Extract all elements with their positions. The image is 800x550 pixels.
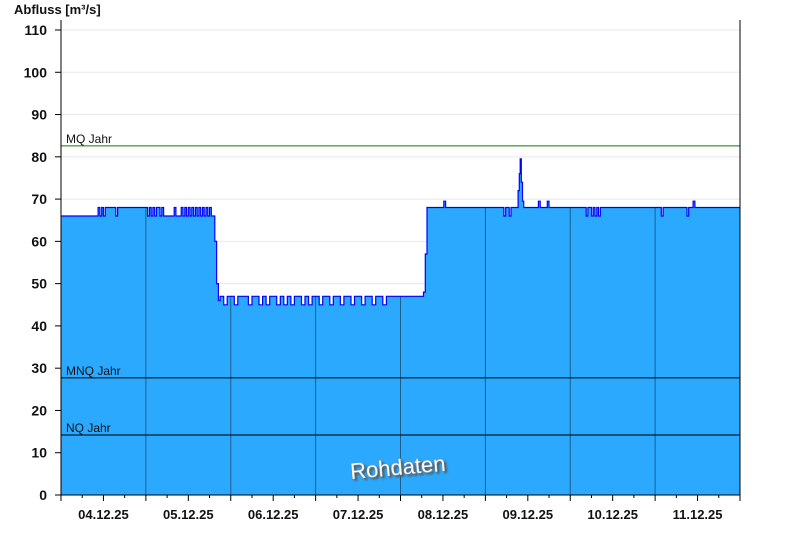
reference-line-label: MQ Jahr [66, 132, 112, 146]
x-tick-label: 10.12.25 [587, 507, 638, 522]
x-tick-label: 09.12.25 [503, 507, 554, 522]
x-tick-label: 04.12.25 [78, 507, 129, 522]
y-tick-label: 0 [39, 487, 47, 503]
y-tick-label: 100 [24, 64, 48, 80]
y-tick-label: 60 [31, 233, 47, 249]
reference-line-label: NQ Jahr [66, 421, 111, 435]
x-tick-label: 05.12.25 [163, 507, 214, 522]
x-tick-label: 08.12.25 [418, 507, 469, 522]
discharge-line [61, 158, 740, 306]
y-tick-label: 110 [24, 22, 47, 38]
y-tick-label: 70 [31, 191, 47, 207]
y-tick-label: 80 [31, 149, 47, 165]
y-tick-label: 10 [31, 445, 47, 461]
y-axis-label: Abfluss [m³/s] [14, 2, 101, 17]
y-tick-label: 50 [31, 276, 47, 292]
x-tick-label: 07.12.25 [333, 507, 384, 522]
reference-line-label: MNQ Jahr [66, 364, 121, 378]
y-tick-label: 30 [31, 360, 47, 376]
y-tick-label: 20 [31, 402, 47, 418]
x-tick-label: 06.12.25 [248, 507, 299, 522]
x-tick-label: 11.12.25 [673, 507, 723, 522]
y-tick-label: 40 [31, 318, 47, 334]
y-tick-label: 90 [31, 107, 47, 123]
